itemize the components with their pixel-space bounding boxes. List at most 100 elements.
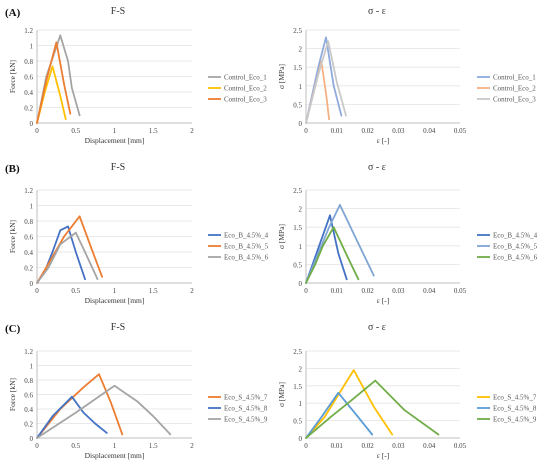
data-point bbox=[71, 87, 73, 89]
data-point bbox=[101, 276, 103, 278]
series-line-2 bbox=[36, 215, 103, 284]
legend-entry: Eco_S_4.5%_8 bbox=[493, 405, 537, 413]
data-point bbox=[317, 73, 320, 76]
data-point bbox=[355, 237, 357, 240]
data-point bbox=[69, 113, 72, 115]
legend-entry: Eco_S_4.5%_9 bbox=[224, 416, 268, 424]
data-point bbox=[373, 274, 375, 277]
data-point bbox=[67, 225, 69, 228]
y-tick-label: 2.5 bbox=[293, 187, 302, 195]
x-tick-label: 0 bbox=[35, 442, 39, 450]
data-point bbox=[305, 122, 307, 124]
y-tick-label: 0.2 bbox=[24, 265, 33, 273]
y-tick-label: 1 bbox=[30, 203, 34, 211]
data-point bbox=[75, 411, 77, 414]
x-axis-label: Displacement [mm] bbox=[85, 136, 145, 145]
data-point bbox=[63, 235, 65, 238]
x-tick-label: 0.04 bbox=[423, 287, 436, 295]
y-tick-label: 2.5 bbox=[293, 348, 302, 356]
legend-entry: Eco_B_4.5%_6 bbox=[493, 254, 538, 262]
y-tick-label: 0.5 bbox=[293, 101, 302, 109]
y-tick-label: 0.2 bbox=[24, 105, 33, 113]
data-point bbox=[51, 65, 54, 68]
data-point bbox=[47, 262, 50, 265]
data-point bbox=[78, 114, 81, 116]
series-line-3 bbox=[305, 379, 440, 439]
data-point bbox=[328, 118, 330, 120]
data-point bbox=[339, 204, 341, 206]
data-point bbox=[98, 373, 100, 375]
data-point bbox=[36, 282, 38, 284]
series-line-3 bbox=[36, 231, 99, 284]
data-point bbox=[351, 399, 353, 401]
series-line-2 bbox=[305, 203, 375, 284]
x-tick-label: 0.02 bbox=[361, 287, 374, 295]
chart-title: σ - ε bbox=[368, 322, 386, 333]
data-point bbox=[82, 386, 85, 388]
y-tick-label: 0.6 bbox=[24, 74, 33, 82]
y-tick-label: 1.2 bbox=[24, 27, 33, 35]
y-axis-label: σ [MPa] bbox=[277, 224, 286, 249]
series-line-1 bbox=[305, 214, 348, 284]
data-point bbox=[305, 437, 307, 439]
y-axis-label: Force [kN] bbox=[8, 378, 17, 411]
data-point bbox=[71, 395, 73, 398]
y-tick-label: 1.5 bbox=[293, 64, 302, 72]
data-point bbox=[333, 85, 335, 87]
x-tick-label: 0.01 bbox=[331, 287, 344, 295]
data-point bbox=[374, 379, 376, 382]
y-tick-label: 0.5 bbox=[293, 261, 302, 269]
x-axis-label: ε [-] bbox=[377, 136, 390, 145]
data-point bbox=[51, 415, 54, 417]
x-tick-label: 0.03 bbox=[392, 287, 405, 295]
legend-entry: Eco_S_4.5%_8 bbox=[224, 405, 268, 413]
legend-entry: Eco_B_4.5%_5 bbox=[493, 243, 538, 251]
series-line-1 bbox=[36, 373, 124, 439]
data-point bbox=[137, 401, 139, 403]
legend-entry: Eco_S_4.5%_9 bbox=[493, 416, 537, 424]
data-point bbox=[354, 412, 356, 415]
row-label: (C) bbox=[5, 323, 21, 335]
data-point bbox=[59, 95, 61, 97]
y-tick-label: 1 bbox=[30, 43, 34, 51]
chart-title: F-S bbox=[111, 162, 125, 173]
data-point bbox=[329, 214, 331, 216]
x-axis-label: ε [-] bbox=[377, 296, 390, 305]
legend-entry: Control_Eco_2 bbox=[224, 85, 267, 93]
x-axis-label: Displacement [mm] bbox=[85, 296, 145, 305]
data-point bbox=[357, 278, 360, 280]
data-point bbox=[320, 416, 323, 418]
chart-title: σ - ε bbox=[368, 162, 386, 173]
x-tick-label: 0.01 bbox=[331, 127, 344, 135]
data-point bbox=[353, 369, 355, 371]
x-tick-label: 0.5 bbox=[71, 287, 80, 295]
x-tick-label: 0 bbox=[304, 442, 308, 450]
data-point bbox=[84, 251, 86, 253]
data-point bbox=[75, 251, 77, 253]
data-point bbox=[317, 66, 320, 68]
y-tick-label: 2 bbox=[299, 46, 303, 54]
y-tick-label: 0.4 bbox=[24, 89, 33, 97]
legend-entry: Eco_B_4.5%_4 bbox=[493, 232, 538, 240]
y-tick-label: 0.8 bbox=[24, 377, 33, 385]
y-tick-label: 0.6 bbox=[24, 234, 33, 242]
data-point bbox=[45, 79, 47, 82]
x-tick-label: 0.02 bbox=[361, 127, 374, 135]
data-point bbox=[63, 83, 65, 85]
x-tick-label: 0.02 bbox=[361, 442, 374, 450]
series-line-2 bbox=[305, 391, 374, 439]
x-tick-label: 0.03 bbox=[392, 442, 405, 450]
legend-entry: Eco_S_4.5%_7 bbox=[493, 394, 537, 402]
data-point bbox=[317, 252, 320, 254]
data-point bbox=[90, 247, 92, 249]
y-tick-label: 0.8 bbox=[24, 218, 33, 226]
legend-entry: Eco_B_4.5%_4 bbox=[224, 232, 269, 240]
y-axis-label: Force [kN] bbox=[8, 220, 17, 253]
y-axis-label: σ [MPa] bbox=[277, 64, 286, 89]
data-point bbox=[314, 256, 316, 258]
data-point bbox=[437, 433, 440, 436]
y-tick-label: 0 bbox=[299, 120, 303, 128]
data-point bbox=[36, 437, 38, 439]
legend-entry: Control_Eco_2 bbox=[493, 85, 536, 93]
chart-title: F-S bbox=[111, 6, 125, 17]
